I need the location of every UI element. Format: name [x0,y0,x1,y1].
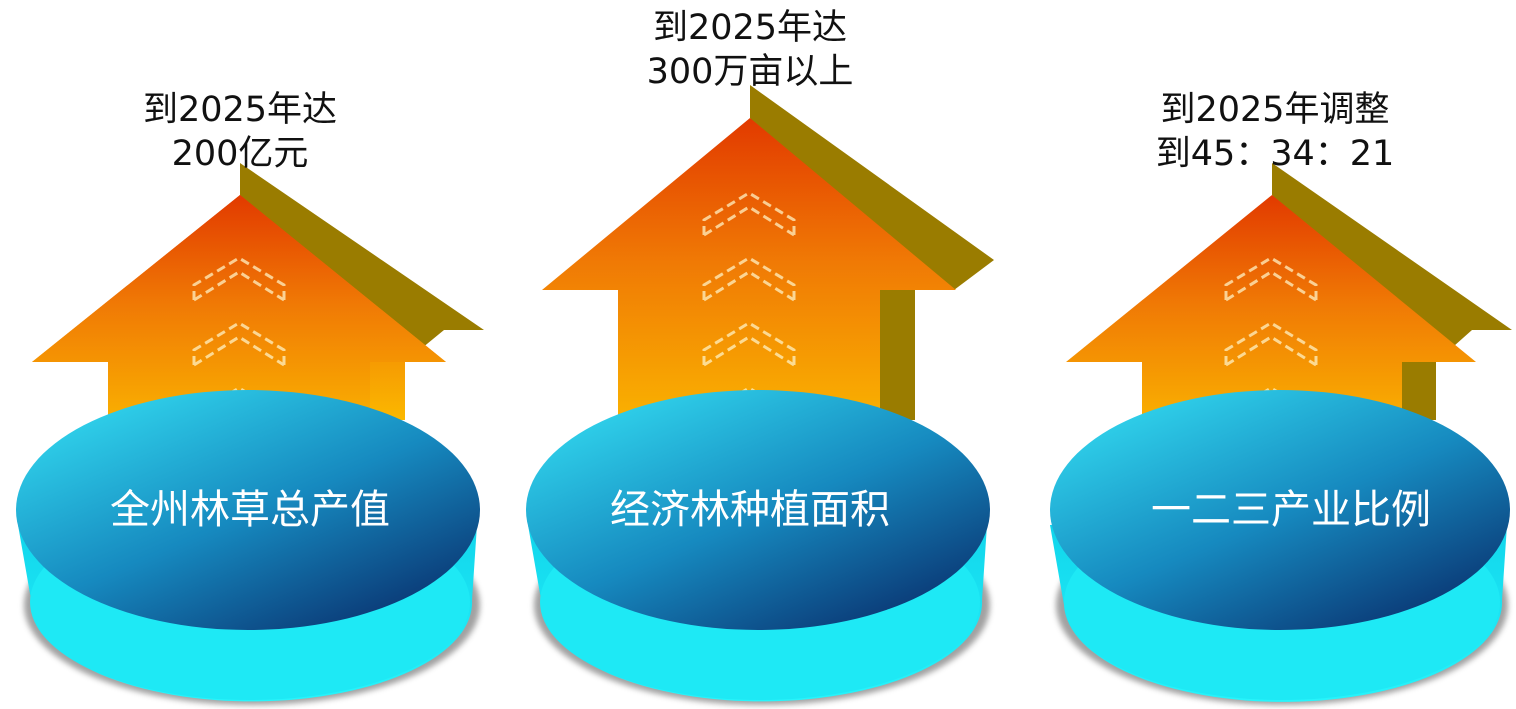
target-line-2: 300万亩以上 [646,52,854,92]
target-unit-industry-ratio: 到2025年调整 到45：34：21 一二三产业比例 [1016,0,1516,709]
up-arrow-icon [526,85,994,705]
disc-label: 经济林种植面积 [610,487,890,533]
target-text: 到2025年调整 到45：34：21 [1140,88,1410,176]
disc-label: 全州林草总产值 [110,487,390,533]
up-arrow-icon [1050,163,1512,705]
target-text: 到2025年达 300万亩以上 [620,6,880,94]
disc-label: 一二三产业比例 [1151,487,1431,533]
target-line-2: 到45：34：21 [1155,134,1395,174]
target-line-1: 到2025年达 [142,90,338,130]
up-arrow-icon [16,163,484,705]
target-unit-planting-area: 到2025年达 300万亩以上 经济林种植面积 [520,0,1020,709]
target-text: 到2025年达 200亿元 [110,88,370,176]
target-line-1: 到2025年调整 [1160,90,1390,130]
target-line-2: 200亿元 [171,134,309,174]
target-line-1: 到2025年达 [652,8,848,48]
target-unit-output-value: 到2025年达 200亿元 全州林草总产值 [10,0,510,709]
